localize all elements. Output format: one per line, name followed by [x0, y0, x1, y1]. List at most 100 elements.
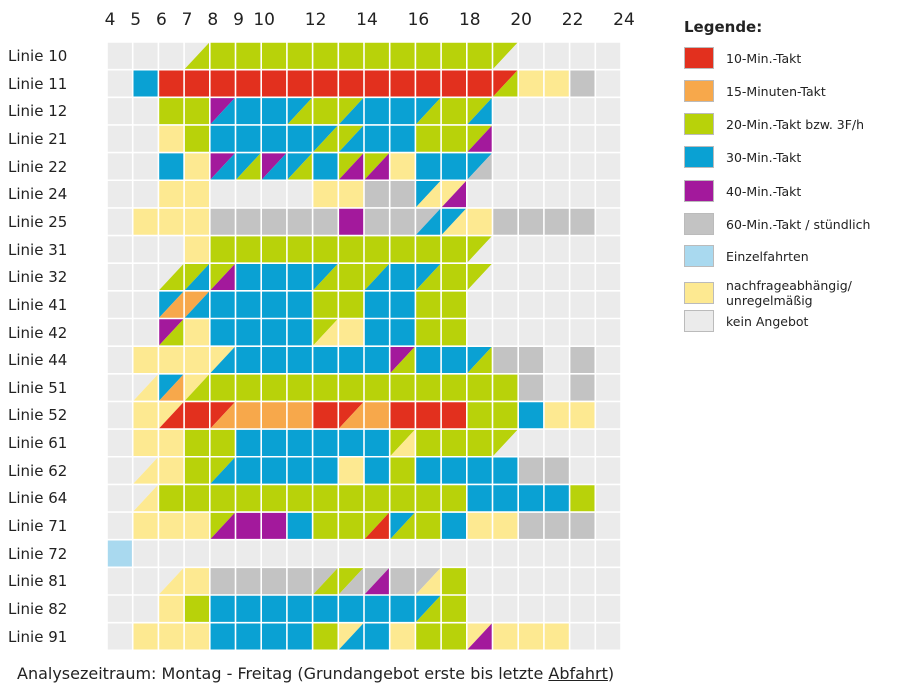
heatmap-cell — [261, 484, 287, 513]
cell-rect — [158, 69, 185, 98]
heatmap-cell — [312, 69, 339, 98]
cell-rect — [415, 429, 442, 457]
heatmap-cell — [235, 207, 262, 236]
cell-rect — [209, 318, 236, 347]
heatmap-cell — [492, 207, 519, 236]
heatmap-cell — [286, 42, 313, 70]
cell-rect — [312, 484, 339, 513]
cell-rect — [415, 373, 442, 402]
heatmap-cell — [158, 512, 185, 540]
cell-rect — [312, 622, 339, 651]
cell-triangle-upper — [312, 567, 339, 595]
cell-rect — [595, 401, 621, 430]
cell-rect — [338, 69, 364, 98]
cell-rect — [286, 69, 313, 98]
cell-rect — [132, 263, 159, 291]
heatmap-cell — [389, 235, 416, 264]
cell-rect — [518, 401, 544, 430]
heatmap-cell — [132, 207, 159, 236]
cell-rect — [235, 456, 262, 485]
legend-swatch — [684, 310, 714, 332]
heatmap-cell — [338, 346, 364, 374]
heatmap-cell — [364, 263, 390, 291]
cell-rect — [235, 567, 262, 595]
heatmap-cell — [389, 429, 416, 457]
cell-rect — [107, 539, 133, 568]
heatmap-cell — [235, 290, 262, 319]
heatmap-cell — [312, 512, 339, 540]
heatmap-cell — [312, 429, 339, 457]
line-label: Linie 61 — [8, 434, 68, 453]
cell-rect — [595, 373, 621, 402]
heatmap-cell — [261, 429, 287, 457]
heatmap-cell — [595, 567, 621, 595]
heatmap-cell — [595, 263, 621, 291]
cell-rect — [569, 595, 596, 623]
cell-rect — [364, 346, 390, 374]
cell-rect — [235, 346, 262, 374]
heatmap-cell — [595, 235, 621, 264]
cell-triangle-lower — [209, 456, 236, 485]
heatmap-cell — [158, 595, 185, 623]
line-label: Linie 25 — [8, 212, 68, 231]
heatmap-cell — [569, 180, 596, 208]
heatmap-cell — [184, 235, 210, 264]
footer-link-abfahrt[interactable]: Abfahrt — [548, 664, 608, 683]
cell-rect — [312, 97, 339, 125]
heatmap-cell — [492, 124, 519, 153]
cell-rect — [261, 539, 287, 568]
cell-rect — [364, 207, 390, 236]
cell-triangle-lower — [209, 97, 236, 125]
cell-rect — [107, 42, 133, 70]
heatmap-cell — [107, 69, 133, 98]
heatmap-cell — [107, 567, 133, 595]
cell-rect — [415, 42, 442, 70]
heatmap-cell — [466, 622, 493, 651]
heatmap-cell — [441, 346, 467, 374]
cell-rect — [492, 124, 519, 153]
cell-rect — [595, 622, 621, 651]
heatmap-cell — [595, 69, 621, 98]
heatmap-cell — [389, 373, 416, 402]
heatmap-cell — [595, 429, 621, 457]
heatmap-cell — [415, 512, 442, 540]
heatmap-cell — [364, 290, 390, 319]
heatmap-cell — [158, 567, 185, 595]
legend-item: nachfrageabhängig/ unregelmäßig — [684, 278, 876, 308]
heatmap-cell — [107, 539, 133, 568]
cell-rect — [107, 235, 133, 264]
heatmap-cell — [235, 97, 262, 125]
heatmap-cell — [235, 42, 262, 70]
cell-triangle-lower — [209, 152, 236, 181]
heatmap-cell — [184, 318, 210, 347]
heatmap-cell — [107, 622, 133, 651]
cell-rect — [415, 346, 442, 374]
cell-triangle-upper — [184, 42, 210, 70]
heatmap-cell — [338, 484, 364, 513]
heatmap-cell — [518, 318, 544, 347]
cell-rect — [518, 290, 544, 319]
heatmap-cell — [595, 318, 621, 347]
cell-rect — [415, 124, 442, 153]
heatmap-cell — [466, 346, 493, 374]
heatmap-cell — [312, 263, 339, 291]
cell-rect — [158, 124, 185, 153]
cell-triangle-lower — [209, 401, 236, 430]
heatmap-cell — [312, 622, 339, 651]
cell-rect — [595, 290, 621, 319]
heatmap-cell — [286, 318, 313, 347]
heatmap-cell — [364, 69, 390, 98]
heatmap-cell — [492, 263, 519, 291]
heatmap-cell — [158, 235, 185, 264]
cell-rect — [286, 290, 313, 319]
heatmap-cell — [569, 263, 596, 291]
heatmap-cell — [364, 539, 390, 568]
heatmap-cell — [132, 97, 159, 125]
cell-rect — [338, 42, 364, 70]
heatmap-cell — [235, 401, 262, 430]
heatmap-cell — [466, 429, 493, 457]
cell-rect — [286, 42, 313, 70]
heatmap-cell — [364, 484, 390, 513]
cell-rect — [184, 595, 210, 623]
cell-triangle-lower — [415, 567, 442, 595]
